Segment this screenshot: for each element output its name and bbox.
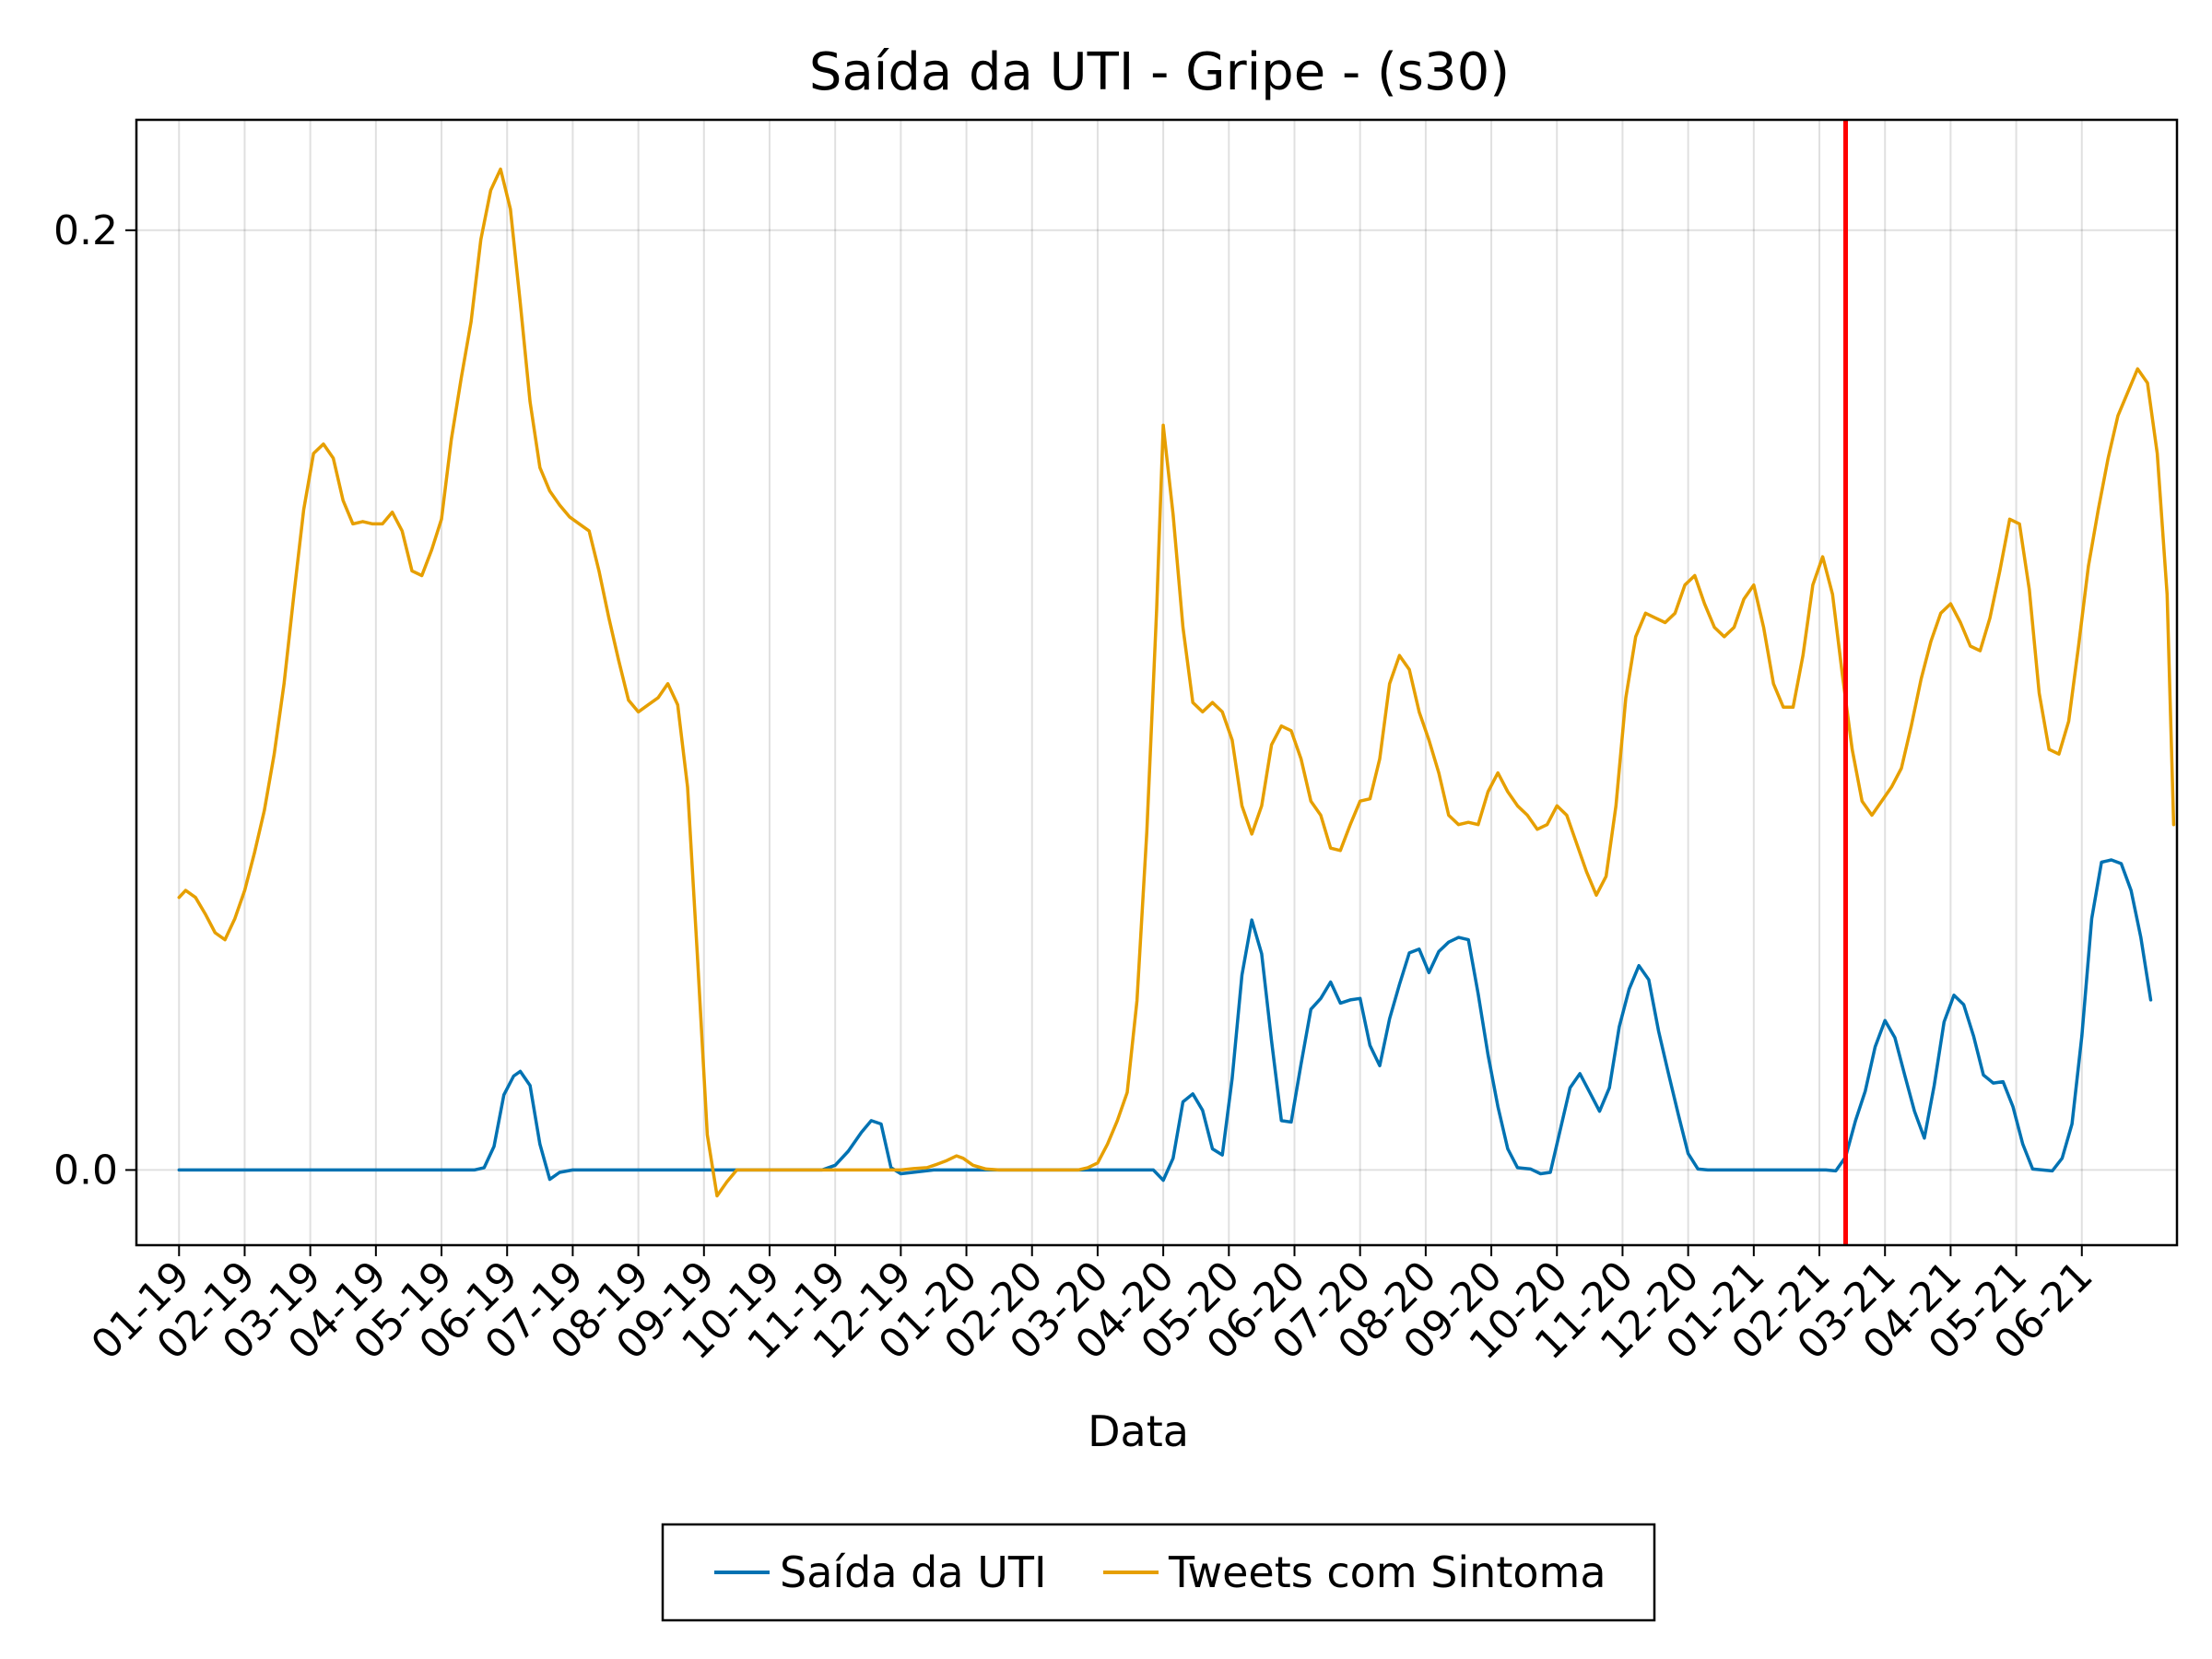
y-tick-label: 0.0	[53, 1147, 118, 1194]
legend: Saída da UTI Tweets com Sintoma	[661, 1523, 1656, 1622]
series-line-saida-uti	[177, 858, 2153, 1182]
chart-title: Saída da UTI - Gripe - (s30)	[809, 42, 1510, 102]
series-line-tweets-com-sintoma	[177, 167, 2176, 1198]
plot-frame	[135, 118, 2179, 1247]
grid-lines	[136, 120, 2177, 1245]
series-lines	[177, 167, 2176, 1198]
legend-label-tweets-com-sintoma: Tweets com Sintoma	[1168, 1547, 1606, 1597]
y-axis-ticks: 0.0 0.2	[53, 207, 136, 1194]
legend-label-saida-uti: Saída da UTI	[780, 1547, 1047, 1597]
y-tick-label: 0.2	[53, 207, 118, 254]
x-axis-label: Data	[1088, 1406, 1189, 1456]
